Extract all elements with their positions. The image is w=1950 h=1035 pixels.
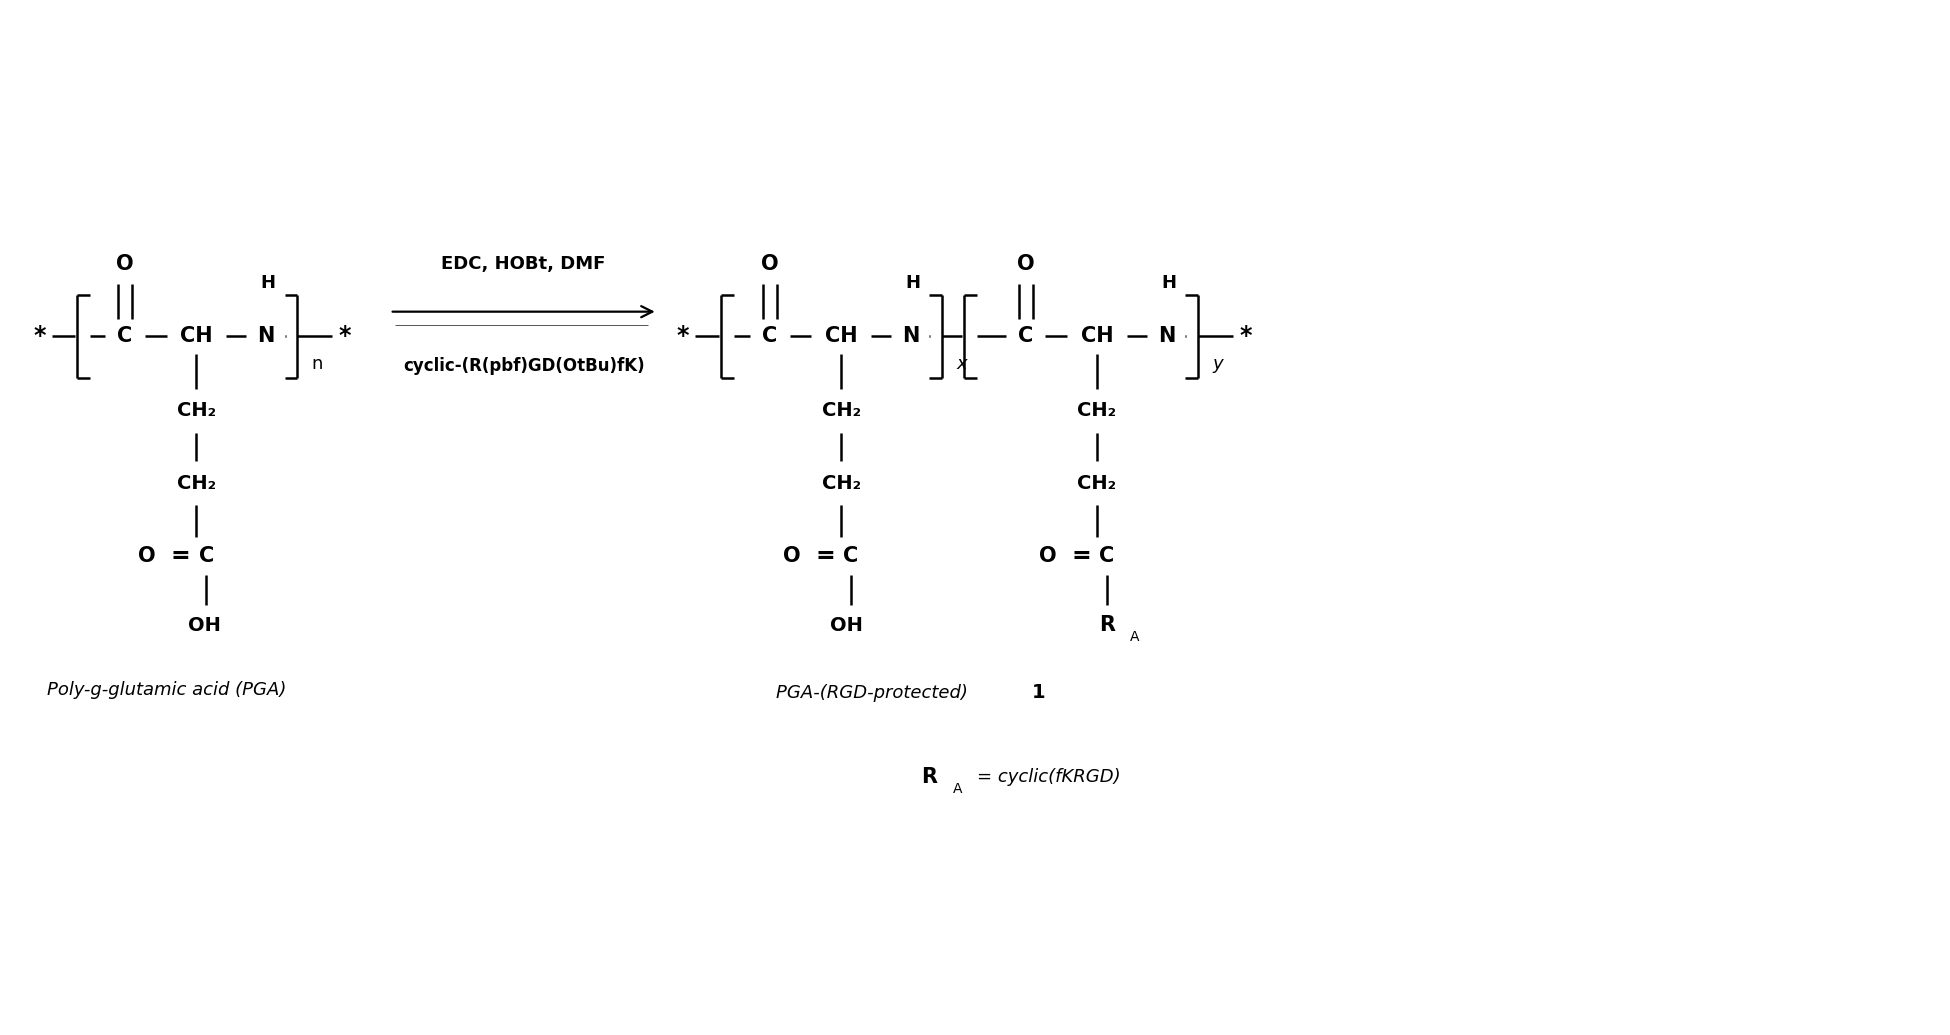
- Text: C: C: [762, 326, 778, 347]
- Text: =: =: [1071, 543, 1090, 567]
- Text: CH: CH: [1080, 326, 1113, 347]
- Text: =: =: [815, 543, 835, 567]
- Text: = cyclic(fKRGD): = cyclic(fKRGD): [977, 768, 1119, 786]
- Text: =: =: [170, 543, 191, 567]
- Text: N: N: [1158, 326, 1176, 347]
- Text: O: O: [138, 545, 156, 566]
- Text: A: A: [1129, 630, 1139, 644]
- Text: O: O: [1016, 254, 1034, 274]
- Text: O: O: [760, 254, 778, 274]
- Text: H: H: [1160, 274, 1176, 292]
- Text: R: R: [1100, 615, 1115, 635]
- Text: PGA-(RGD-protected): PGA-(RGD-protected): [776, 683, 973, 702]
- Text: O: O: [782, 545, 800, 566]
- Text: O: O: [1039, 545, 1057, 566]
- Text: H: H: [259, 274, 275, 292]
- Text: x: x: [957, 355, 967, 374]
- Text: H: H: [905, 274, 920, 292]
- Text: *: *: [33, 324, 47, 349]
- Text: CH₂: CH₂: [821, 474, 860, 493]
- Text: C: C: [117, 326, 133, 347]
- Text: CH: CH: [825, 326, 858, 347]
- Text: CH₂: CH₂: [821, 402, 860, 420]
- Text: EDC, HOBt, DMF: EDC, HOBt, DMF: [441, 255, 606, 273]
- Text: C: C: [1100, 545, 1115, 566]
- Text: CH₂: CH₂: [1078, 474, 1117, 493]
- Text: OH: OH: [187, 616, 220, 634]
- Text: *: *: [1240, 324, 1252, 349]
- Text: CH₂: CH₂: [177, 474, 216, 493]
- Text: CH: CH: [179, 326, 213, 347]
- Text: C: C: [1018, 326, 1034, 347]
- Text: *: *: [339, 324, 351, 349]
- Text: C: C: [844, 545, 858, 566]
- Text: N: N: [257, 326, 275, 347]
- Text: C: C: [199, 545, 214, 566]
- Text: 1: 1: [1032, 683, 1045, 702]
- Text: *: *: [677, 324, 688, 349]
- Text: cyclic-(R(pbf)GD(OtBu)fK): cyclic-(R(pbf)GD(OtBu)fK): [404, 357, 645, 376]
- Text: A: A: [952, 781, 961, 796]
- Text: N: N: [901, 326, 918, 347]
- Text: n: n: [312, 355, 324, 374]
- Text: O: O: [117, 254, 135, 274]
- Text: R: R: [920, 767, 938, 787]
- Text: OH: OH: [829, 616, 862, 634]
- Text: CH₂: CH₂: [177, 402, 216, 420]
- Text: Poly-g-glutamic acid (PGA): Poly-g-glutamic acid (PGA): [47, 681, 287, 699]
- Text: CH₂: CH₂: [1078, 402, 1117, 420]
- Text: y: y: [1213, 355, 1223, 374]
